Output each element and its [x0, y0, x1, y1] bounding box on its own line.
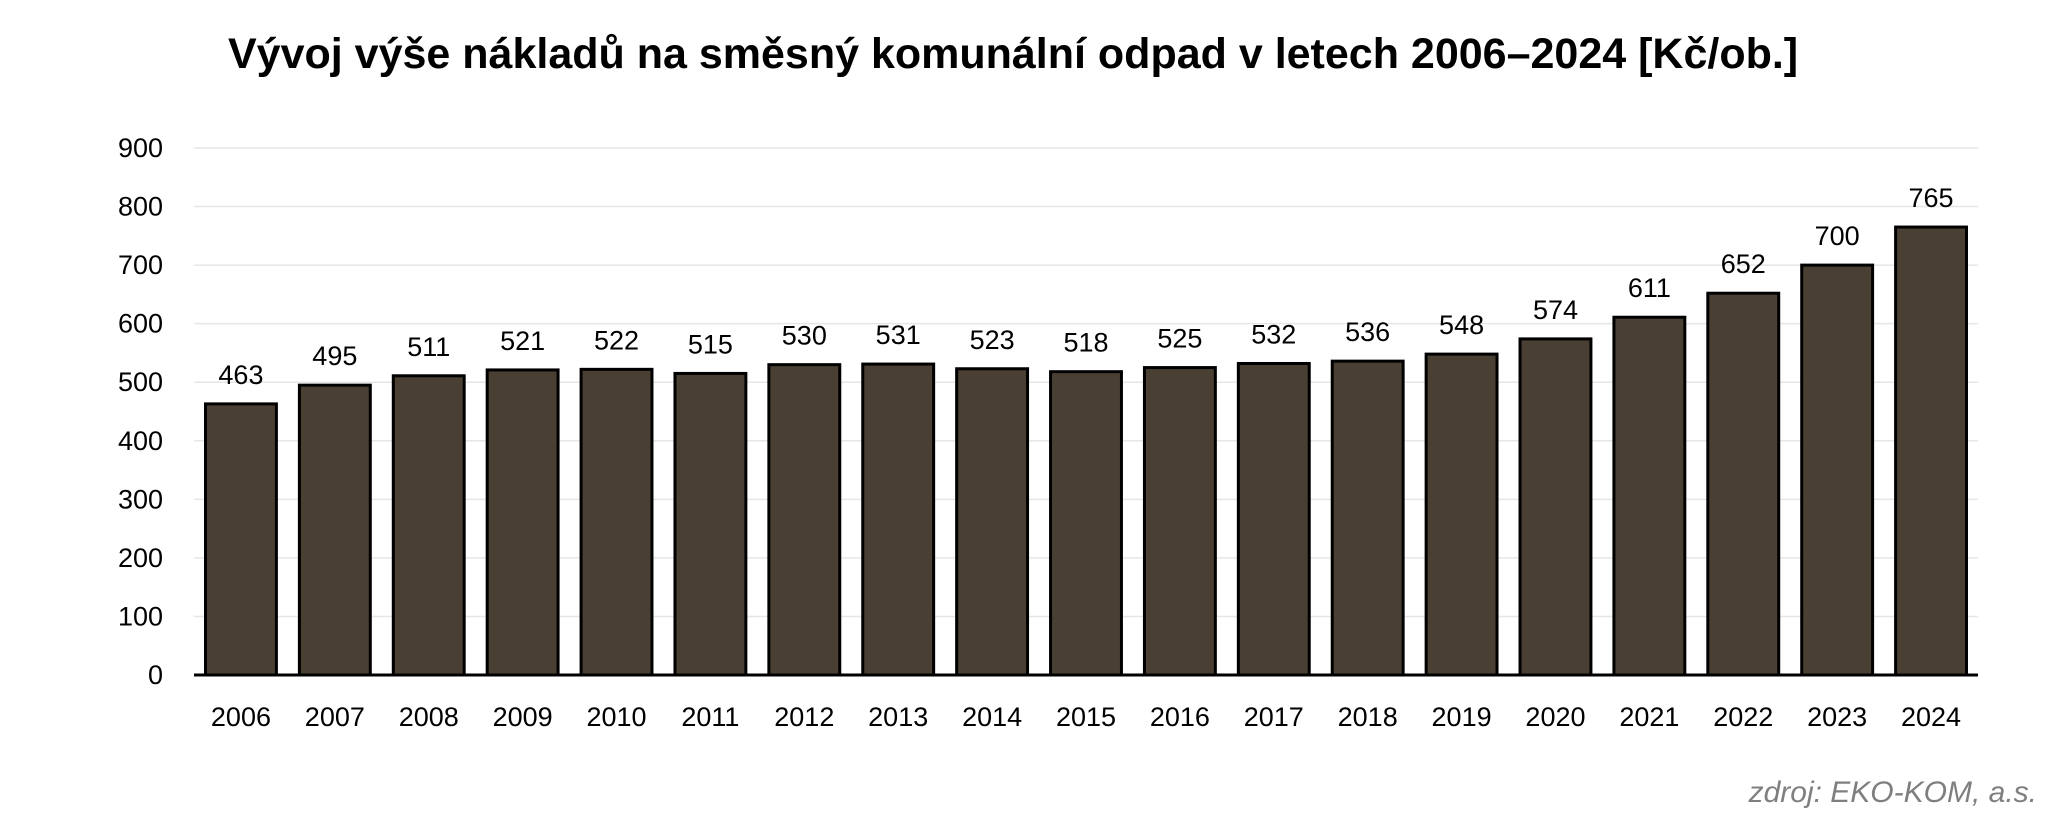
bar: [485, 368, 560, 677]
data-label: 611: [1628, 273, 1671, 303]
bars: [204, 225, 1968, 677]
x-tick-label: 2022: [1713, 702, 1773, 732]
data-label: 530: [782, 321, 827, 351]
x-tick-label: 2024: [1901, 702, 1961, 732]
bar: [1330, 359, 1405, 677]
data-label: 521: [500, 326, 545, 356]
y-tick-label: 100: [118, 601, 163, 631]
y-axis-tick-labels: 0 100 200 300 400 500 600 700 800 900: [118, 133, 163, 690]
y-tick-label: 500: [118, 367, 163, 397]
x-tick-label: 2021: [1619, 702, 1679, 732]
data-label: 652: [1721, 249, 1766, 279]
data-label: 495: [312, 341, 357, 371]
bar: [297, 383, 372, 677]
data-label: 531: [876, 320, 921, 350]
data-label: 548: [1439, 310, 1484, 340]
x-tick-label: 2008: [399, 702, 459, 732]
y-tick-label: 300: [118, 484, 163, 514]
y-tick-label: 600: [118, 309, 163, 339]
data-label: 518: [1063, 328, 1108, 358]
data-label: 511: [407, 332, 450, 362]
chart-title: Vývoj výše nákladů na směsný komunální o…: [228, 30, 1799, 78]
bar: [1049, 370, 1123, 677]
bar: [1518, 337, 1593, 677]
bar: [579, 367, 654, 677]
x-tick-label: 2016: [1150, 702, 1210, 732]
x-tick-label: 2020: [1525, 702, 1585, 732]
x-tick-label: 2007: [305, 702, 365, 732]
x-tick-label: 2012: [774, 702, 834, 732]
x-axis-tick-labels: 2006 2007 2008 2009 2010 2011 2012 2013 2014 2015…: [211, 702, 1961, 732]
y-tick-label: 900: [118, 133, 163, 163]
data-label: 463: [218, 360, 263, 390]
bar: [1142, 366, 1217, 677]
data-label: 574: [1533, 295, 1578, 325]
x-tick-label: 2018: [1338, 702, 1398, 732]
x-tick-label: 2013: [868, 702, 928, 732]
y-tick-label: 400: [118, 426, 163, 456]
data-label: 700: [1815, 221, 1860, 251]
data-label: 765: [1909, 183, 1954, 213]
bar: [767, 363, 842, 677]
y-tick-label: 800: [118, 192, 163, 222]
bar: [1424, 352, 1499, 677]
x-tick-label: 2010: [586, 702, 646, 732]
bar: [1800, 263, 1875, 677]
x-tick-label: 2011: [681, 702, 739, 732]
data-label: 525: [1157, 324, 1202, 354]
data-label: 515: [688, 329, 733, 359]
bar: [861, 362, 936, 677]
x-tick-label: 2006: [211, 702, 271, 732]
y-tick-label: 700: [118, 250, 163, 280]
bar: [1236, 361, 1311, 677]
bar: [955, 367, 1030, 677]
data-label: 523: [970, 325, 1015, 355]
data-labels: 463 495 511 521 522 515 530 531 523 518 525 532 536 5…: [218, 183, 1953, 390]
x-tick-label: 2014: [962, 702, 1022, 732]
x-tick-label: 2015: [1056, 702, 1116, 732]
x-tick-label: 2017: [1244, 702, 1304, 732]
data-label: 532: [1251, 319, 1296, 349]
x-tick-label: 2009: [493, 702, 553, 732]
bar: [1612, 315, 1687, 677]
source-note: zdroj: EKO-KOM, a.s.: [1748, 776, 2037, 809]
y-tick-label: 0: [148, 660, 163, 690]
bar: [204, 402, 278, 677]
x-tick-label: 2019: [1432, 702, 1492, 732]
bar: [391, 374, 466, 677]
x-tick-label: 2023: [1807, 702, 1867, 732]
data-label: 536: [1345, 317, 1390, 347]
y-tick-label: 200: [118, 543, 163, 573]
bar: [1706, 291, 1781, 677]
data-label: 522: [594, 325, 639, 355]
bar: [673, 371, 748, 677]
bar: [1894, 225, 1968, 677]
